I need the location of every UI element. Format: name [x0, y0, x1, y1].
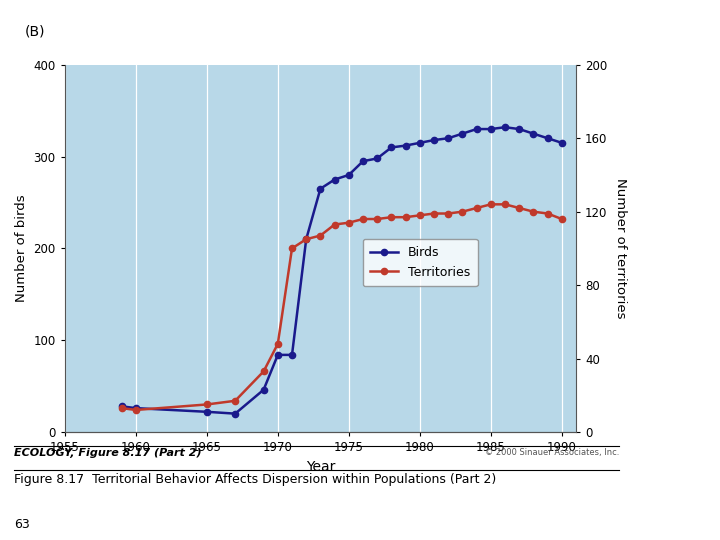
Birds: [117, 403, 126, 409]
Birds: [557, 139, 566, 146]
Territories: [132, 407, 140, 413]
Y-axis label: Number of birds: Number of birds: [15, 194, 28, 302]
Text: Figure 8.17  Territorial Behavior Affects Dispersion within Populations (Part 2): Figure 8.17 Territorial Behavior Affects…: [14, 472, 497, 485]
Territories: [458, 208, 467, 215]
Territories: [500, 201, 509, 207]
Territories: [288, 245, 297, 252]
Territories: [472, 205, 481, 211]
Territories: [302, 236, 310, 242]
Birds: [529, 130, 538, 137]
Territories: [401, 214, 410, 220]
Birds: [316, 185, 325, 192]
Text: 63: 63: [14, 518, 30, 531]
Birds: [344, 172, 353, 178]
Birds: [359, 158, 367, 164]
Territories: [430, 210, 438, 217]
Birds: [259, 387, 268, 393]
Birds: [487, 126, 495, 132]
Line: Territories: Territories: [119, 201, 565, 413]
Birds: [302, 236, 310, 242]
Birds: [373, 155, 382, 161]
Birds: [387, 144, 396, 151]
Territories: [515, 205, 523, 211]
X-axis label: Year: Year: [306, 460, 335, 474]
Birds: [132, 405, 140, 411]
Birds: [544, 135, 552, 141]
Birds: [288, 352, 297, 358]
Y-axis label: Number of territories: Number of territories: [614, 178, 627, 319]
Birds: [515, 126, 523, 132]
Birds: [444, 135, 453, 141]
Territories: [316, 232, 325, 239]
Territories: [259, 368, 268, 375]
Territories: [359, 216, 367, 222]
Territories: [529, 208, 538, 215]
Legend: Birds, Territories: Birds, Territories: [363, 239, 478, 286]
Birds: [401, 143, 410, 149]
Territories: [387, 214, 396, 220]
Text: © 2000 Sinauer Associates, Inc.: © 2000 Sinauer Associates, Inc.: [485, 448, 619, 457]
Territories: [544, 210, 552, 217]
Territories: [487, 201, 495, 207]
Line: Birds: Birds: [119, 124, 565, 417]
Birds: [330, 176, 339, 183]
Birds: [458, 130, 467, 137]
Text: (B): (B): [25, 24, 45, 38]
Birds: [430, 137, 438, 143]
Territories: [415, 212, 424, 219]
Birds: [231, 410, 240, 417]
Territories: [231, 397, 240, 404]
Territories: [444, 210, 453, 217]
Birds: [415, 139, 424, 146]
Territories: [373, 216, 382, 222]
Birds: [274, 352, 282, 358]
Birds: [202, 409, 211, 415]
Territories: [557, 216, 566, 222]
Territories: [117, 405, 126, 411]
Birds: [500, 124, 509, 131]
Birds: [472, 126, 481, 132]
Territories: [274, 341, 282, 347]
Territories: [330, 221, 339, 228]
Text: ECOLOGY, Figure 8.17 (Part 2): ECOLOGY, Figure 8.17 (Part 2): [14, 448, 202, 458]
Territories: [344, 219, 353, 226]
Territories: [202, 401, 211, 408]
